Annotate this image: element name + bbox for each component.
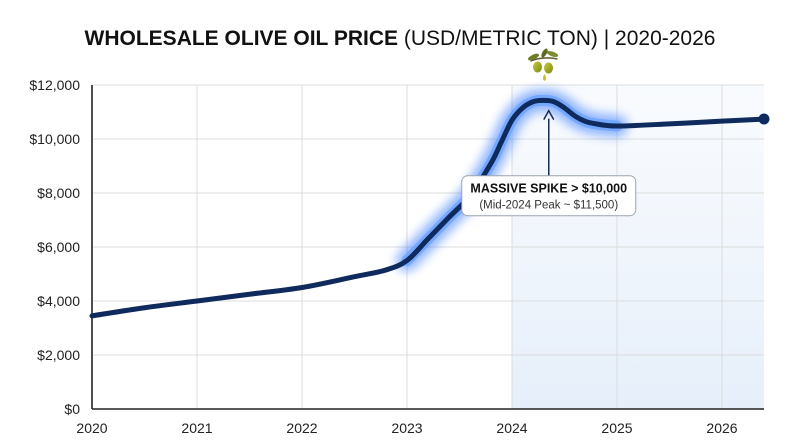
x-tick-label: 2023 — [391, 420, 422, 436]
olive-fruit — [533, 61, 542, 73]
olive-fruit — [544, 62, 553, 74]
y-tick-label: $8,000 — [37, 185, 80, 201]
series-line — [89, 97, 767, 319]
y-tick-label: $0 — [64, 401, 80, 417]
series-line-layer — [89, 97, 770, 319]
x-tick-label: 2024 — [496, 420, 527, 436]
series-end-marker — [758, 113, 770, 125]
olive-branch-icon — [527, 48, 559, 81]
olive-leaf — [546, 50, 559, 58]
y-tick-label: $10,000 — [29, 131, 80, 147]
olive-leaf — [527, 53, 540, 61]
y-tick-label: $2,000 — [37, 347, 80, 363]
annotation-subtitle: (Mid-2024 Peak ~ $11,500) — [479, 200, 618, 212]
oil-drop — [543, 74, 546, 81]
olive-leaf — [541, 48, 548, 58]
x-tick-label: 2020 — [76, 420, 107, 436]
y-tick-label: $4,000 — [37, 293, 80, 309]
annotation-box — [461, 175, 637, 217]
chart-title: WHOLESALE OLIVE OIL PRICE (USD/METRIC TO… — [85, 27, 716, 50]
y-axis-ticks: $0 $2,000 $4,000 $6,000 $8,000 $10,000 $12,000 — [29, 77, 80, 417]
annotation-title: MASSIVE SPIKE > $10,000 — [470, 182, 627, 196]
annotation-arrow-head — [543, 109, 555, 121]
chart-title-main: WHOLESALE OLIVE OIL PRICE — [85, 27, 398, 50]
x-tick-label: 2021 — [181, 420, 212, 436]
y-tick-label: $12,000 — [29, 77, 80, 93]
y-tick-label: $6,000 — [37, 239, 80, 255]
spike-annotation: MASSIVE SPIKE > $10,000 (Mid-2024 Peak ~ … — [461, 109, 637, 217]
x-tick-label: 2022 — [286, 420, 317, 436]
x-tick-label: 2026 — [706, 420, 737, 436]
axes — [91, 85, 764, 410]
olive-stem — [530, 57, 558, 62]
x-axis-ticks: 2020 2021 2022 2023 2024 2025 2026 — [76, 420, 737, 436]
chart-title-units: (USD/METRIC TON) | 2020-2026 — [398, 27, 715, 50]
x-tick-label: 2025 — [601, 420, 632, 436]
